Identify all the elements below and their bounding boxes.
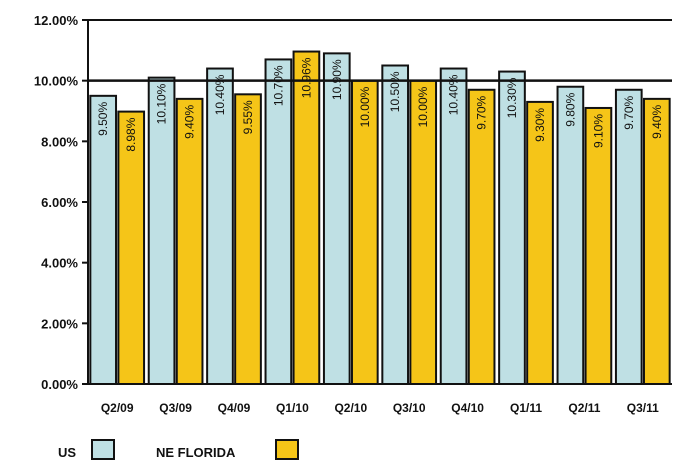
x-category-label: Q3/10: [393, 401, 426, 415]
bar-value-label: 9.55%: [241, 100, 255, 134]
x-category-label: Q2/09: [101, 401, 134, 415]
legend-swatch-ne-florida: [275, 439, 299, 460]
bar-us: [89, 94, 118, 385]
bar-value-label: 9.70%: [622, 95, 636, 129]
bar-us: [147, 76, 176, 385]
plot-frame: [87, 19, 672, 385]
bar-value-label: 10.00%: [358, 86, 372, 127]
y-tick-label: 10.00%: [34, 74, 79, 89]
x-category-label: Q3/11: [627, 401, 659, 415]
y-tick-label: 6.00%: [41, 195, 78, 210]
bar-ne-florida: [175, 97, 204, 385]
bar-value-label: 10.70%: [271, 65, 285, 106]
bar-ne-florida: [584, 106, 613, 385]
bar-ne-florida: [467, 88, 496, 386]
y-tick-label: 2.00%: [41, 316, 78, 331]
legend: US NE FLORIDA: [58, 439, 299, 460]
y-axis: 0.00% 2.00% 4.00% 6.00% 8.00% 10.00% 12.00%: [34, 13, 88, 392]
bar-value-label: 9.50%: [96, 102, 110, 136]
y-tick-label: 0.00%: [41, 377, 78, 392]
bar-ne-florida: [409, 79, 438, 386]
x-category-label: Q1/11: [510, 401, 542, 415]
bar-ne-florida: [526, 100, 554, 386]
bar-value-label: 10.96%: [299, 57, 313, 98]
y-tick-label: 12.00%: [34, 13, 79, 28]
x-category-label: Q4/10: [451, 401, 484, 415]
bar-value-label: 8.98%: [124, 117, 138, 151]
y-tick-label: 8.00%: [41, 134, 78, 149]
bar-us: [322, 52, 351, 385]
x-category-label: Q3/09: [159, 401, 192, 415]
bar-ne-florida: [350, 79, 379, 386]
legend-label-ne-florida: NE FLORIDA: [156, 445, 236, 460]
bar-value-label: 10.40%: [447, 74, 461, 115]
bar-ne-florida: [292, 50, 321, 386]
bar-value-label: 10.50%: [388, 71, 402, 112]
bar-us: [381, 64, 410, 385]
bar-ne-florida: [642, 97, 671, 385]
bar-value-label: 9.30%: [533, 108, 547, 142]
bar-value-label: 9.80%: [563, 92, 577, 126]
bar-us: [264, 58, 293, 386]
x-category-label: Q1/10: [276, 401, 309, 415]
bar-value-label: 10.00%: [416, 86, 430, 127]
bar-value-label: 10.10%: [155, 83, 169, 124]
bar-value-label: 10.40%: [213, 74, 227, 115]
bar-us: [614, 88, 643, 386]
bar-us: [556, 85, 585, 385]
bar-us: [498, 70, 526, 385]
x-axis: Q2/09 Q3/09 Q4/09 Q1/10 Q2/10 Q3/10 Q4/10 Q1/11…: [101, 401, 659, 415]
bars: 9.50% 8.98% 10.10% 9.40% 10.40% 9.55% 10.70% 10…: [89, 50, 671, 386]
bar-value-label: 9.40%: [650, 105, 664, 139]
legend-label-us: US: [58, 445, 76, 460]
x-category-label: Q2/11: [568, 401, 600, 415]
bar-value-label: 9.40%: [183, 105, 197, 139]
bar-value-label: 10.30%: [505, 77, 519, 118]
y-tick-label: 4.00%: [41, 256, 78, 271]
bar-value-label: 9.10%: [591, 114, 605, 148]
bar-ne-florida: [234, 93, 262, 385]
x-category-label: Q4/09: [218, 401, 251, 415]
bar-value-label: 9.70%: [475, 95, 489, 129]
bar-us: [206, 67, 234, 386]
legend-swatch-us: [91, 439, 115, 460]
bar-us: [439, 67, 468, 386]
x-category-label: Q2/10: [334, 401, 367, 415]
